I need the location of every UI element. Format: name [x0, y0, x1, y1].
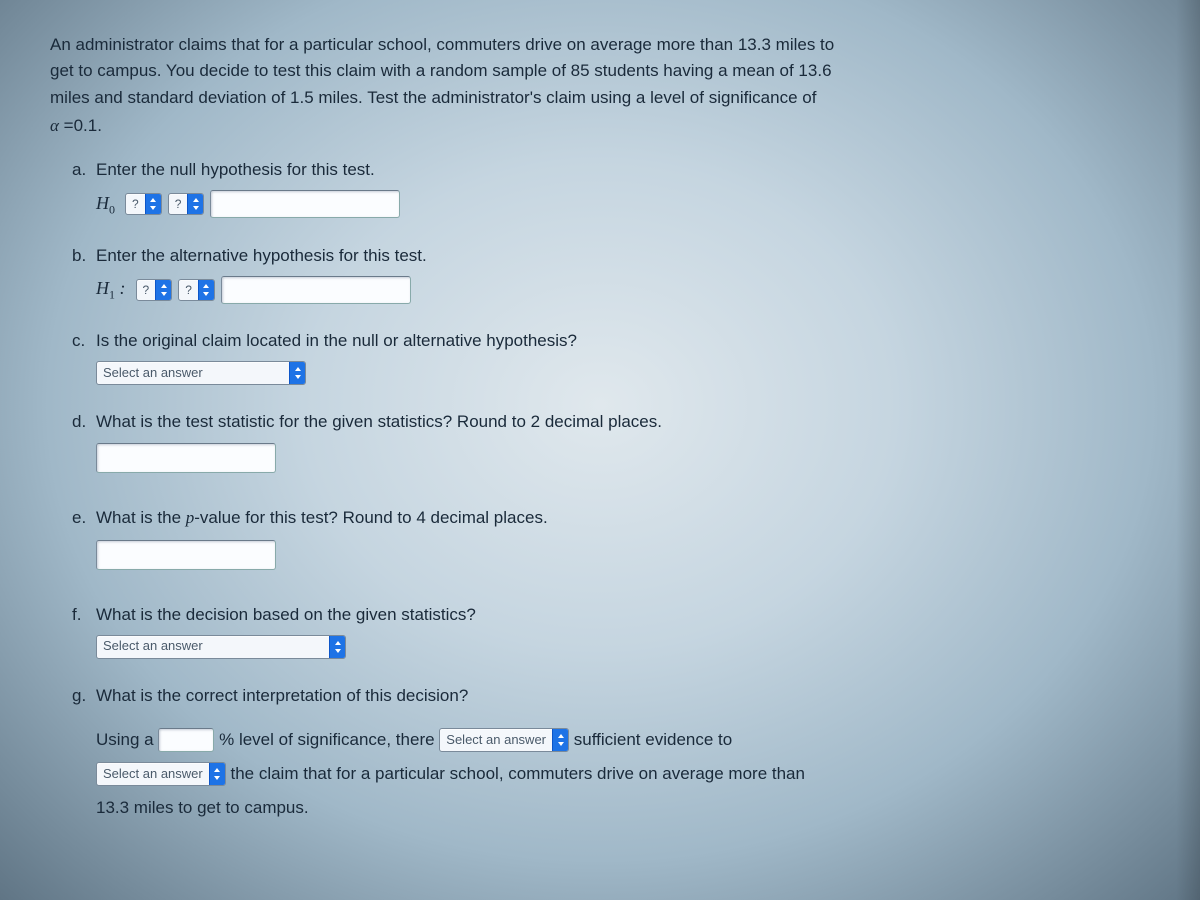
- part-e-text-before: What is the: [96, 508, 186, 527]
- decision-select[interactable]: Select an answer: [96, 635, 346, 659]
- part-b-inputs: H1 : ? ?: [96, 275, 1150, 304]
- part-c-marker: c.: [72, 328, 85, 354]
- p-italic: p: [186, 508, 195, 527]
- significance-level-input[interactable]: [158, 728, 214, 752]
- part-b: b. Enter the alternative hypothesis for …: [72, 243, 1150, 305]
- h0-operator-select[interactable]: ?: [168, 193, 205, 215]
- chevron-updown-icon: [198, 280, 214, 300]
- alpha-line: α =0.1.: [50, 113, 1150, 139]
- interp-claim-text: the claim that for a particular school, …: [230, 764, 805, 783]
- problem-statement: An administrator claims that for a parti…: [50, 32, 1150, 139]
- interp-sufficient: sufficient evidence to: [574, 730, 732, 749]
- problem-line-1: An administrator claims that for a parti…: [50, 32, 1150, 58]
- chevron-updown-icon: [155, 280, 171, 300]
- part-d-inputs: [96, 443, 1150, 481]
- null-hyp-label: H0: [96, 190, 119, 219]
- alt-hyp-label: H1 :: [96, 275, 130, 304]
- parts-list: a. Enter the null hypothesis for this te…: [50, 157, 1150, 824]
- part-c-inputs: Select an answer: [96, 361, 1150, 385]
- part-c: c. Is the original claim located in the …: [72, 328, 1150, 384]
- part-d-text: What is the test statistic for the given…: [96, 412, 662, 431]
- part-g: g. What is the correct interpretation of…: [72, 683, 1150, 825]
- part-a-marker: a.: [72, 157, 86, 183]
- chevron-updown-icon: [289, 362, 305, 384]
- part-f-marker: f.: [72, 602, 81, 628]
- part-b-marker: b.: [72, 243, 86, 269]
- part-d-marker: d.: [72, 409, 86, 435]
- claim-location-select[interactable]: Select an answer: [96, 361, 306, 385]
- h0-parameter-select[interactable]: ?: [125, 193, 162, 215]
- interp-pct-text: % level of significance, there: [219, 730, 439, 749]
- h0-value-input[interactable]: [210, 190, 400, 218]
- alpha-symbol: α: [50, 116, 59, 135]
- part-g-marker: g.: [72, 683, 86, 709]
- h1-value-input[interactable]: [221, 276, 411, 304]
- part-a-inputs: H0 ? ?: [96, 190, 1150, 219]
- problem-line-3: miles and standard deviation of 1.5 mile…: [50, 85, 1150, 111]
- part-a-text: Enter the null hypothesis for this test.: [96, 160, 375, 179]
- test-statistic-input[interactable]: [96, 443, 276, 473]
- part-b-text: Enter the alternative hypothesis for thi…: [96, 246, 427, 265]
- question-sheet: An administrator claims that for a parti…: [20, 10, 1180, 890]
- part-e-inputs: [96, 540, 1150, 578]
- problem-line-2: get to campus. You decide to test this c…: [50, 58, 1150, 84]
- part-g-text: What is the correct interpretation of th…: [96, 686, 468, 705]
- part-e-marker: e.: [72, 505, 86, 531]
- part-f: f. What is the decision based on the giv…: [72, 602, 1150, 658]
- part-c-text: Is the original claim located in the nul…: [96, 331, 577, 350]
- part-f-text: What is the decision based on the given …: [96, 605, 476, 624]
- part-d: d. What is the test statistic for the gi…: [72, 409, 1150, 482]
- p-value-input[interactable]: [96, 540, 276, 570]
- h1-operator-select[interactable]: ?: [178, 279, 215, 301]
- part-f-inputs: Select an answer: [96, 635, 1150, 659]
- interpretation-block: Using a % level of significance, there S…: [96, 723, 1150, 825]
- chevron-updown-icon: [187, 194, 203, 214]
- part-e-text-after: -value for this test? Round to 4 decimal…: [194, 508, 547, 527]
- chevron-updown-icon: [209, 763, 225, 785]
- interp-using-a: Using a: [96, 730, 158, 749]
- chevron-updown-icon: [552, 729, 568, 751]
- part-a: a. Enter the null hypothesis for this te…: [72, 157, 1150, 219]
- interp-last-line: 13.3 miles to get to campus.: [96, 798, 309, 817]
- evidence-is-isnot-select[interactable]: Select an answer: [439, 728, 569, 752]
- support-reject-select[interactable]: Select an answer: [96, 762, 226, 786]
- alpha-value: =0.1.: [59, 116, 102, 135]
- chevron-updown-icon: [329, 636, 345, 658]
- chevron-updown-icon: [145, 194, 161, 214]
- h1-parameter-select[interactable]: ?: [136, 279, 173, 301]
- part-e: e. What is the p-value for this test? Ro…: [72, 505, 1150, 578]
